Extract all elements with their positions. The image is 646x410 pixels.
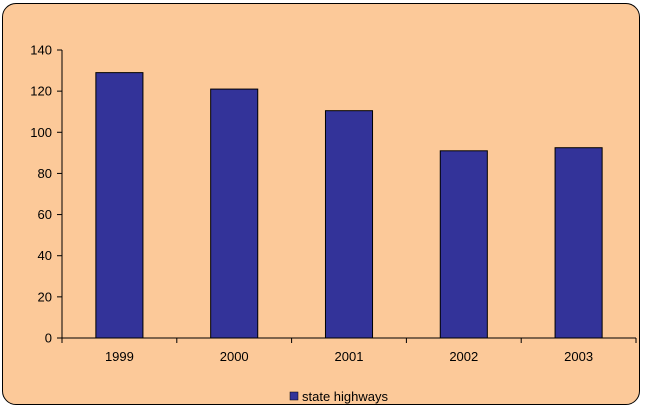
bar-2002 [439, 150, 488, 339]
bar-series-state-highways [95, 72, 603, 339]
x-axis: 1999 2000 2001 2002 2003 [61, 337, 637, 364]
y-tick-label: 0 [45, 331, 52, 346]
x-tick-label: 2000 [220, 349, 249, 364]
legend-label: state highways [302, 389, 388, 404]
x-tick-label: 2003 [564, 349, 593, 364]
legend-swatch [289, 391, 299, 401]
y-tick-label: 40 [38, 248, 52, 263]
x-tick-label: 2001 [335, 349, 364, 364]
y-axis: 0 20 40 60 80 100 120 140 [30, 43, 63, 346]
x-tick-label: 1999 [105, 349, 134, 364]
bar-1999 [95, 72, 144, 339]
y-tick-label: 100 [30, 125, 52, 140]
bar-2003 [554, 147, 603, 339]
bar-2001 [324, 110, 374, 339]
y-tick-label: 80 [38, 166, 52, 181]
x-tick-label: 2002 [449, 349, 478, 364]
legend: state highways [289, 389, 388, 404]
y-tick-label: 140 [30, 43, 52, 58]
y-tick-label: 60 [38, 207, 52, 222]
bar-2000 [210, 88, 259, 339]
y-tick-label: 120 [30, 84, 52, 99]
y-tick-label: 20 [38, 289, 52, 304]
